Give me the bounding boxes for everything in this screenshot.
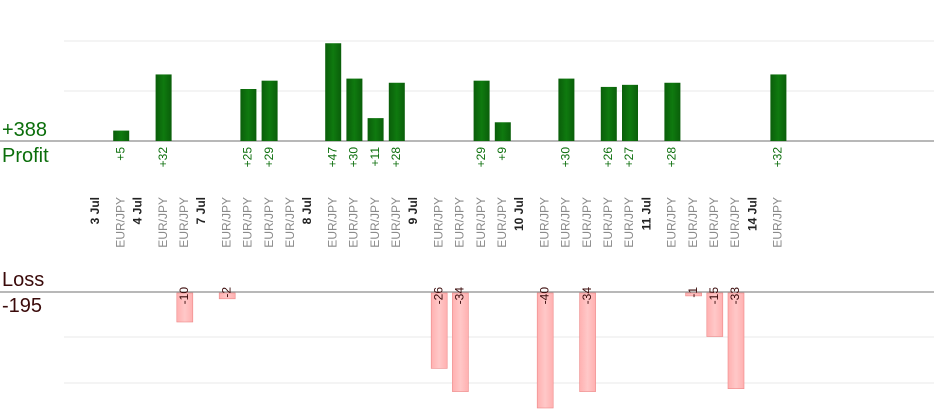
profit-value-label: +28 (389, 147, 403, 168)
pair-label: EUR/JPY (241, 197, 255, 248)
profit-bar (494, 122, 511, 141)
pair-label: EUR/JPY (262, 197, 276, 248)
profit-bar (261, 80, 278, 141)
pair-label: EUR/JPY (219, 197, 233, 248)
profit-bar (113, 130, 130, 141)
date-label: 14 Jul (745, 197, 759, 231)
pair-label: EUR/JPY (368, 197, 382, 248)
profit-value-label: +11 (368, 147, 382, 167)
pair-label: EUR/JPY (495, 197, 509, 248)
date-label: 9 Jul (406, 197, 420, 224)
profit-value-label: +9 (495, 147, 509, 161)
loss-value-label: -33 (728, 287, 742, 305)
profit-value-label: +30 (347, 147, 361, 168)
profit-bar (325, 43, 342, 141)
date-label: 11 Jul (639, 197, 653, 230)
profit-value-label: +47 (325, 147, 339, 168)
profit-value-label: +28 (665, 147, 679, 168)
pair-label: EUR/JPY (537, 197, 551, 248)
date-label: 4 Jul (131, 197, 145, 224)
profit-bar (388, 82, 405, 141)
profit-bar (240, 89, 257, 141)
profit-value-label: +26 (601, 147, 615, 168)
loss-value-label: -2 (219, 287, 233, 298)
profit-value-label: +27 (622, 147, 636, 168)
loss-value-label: -26 (431, 287, 445, 305)
profit-bar (155, 74, 172, 141)
pair-label: EUR/JPY (622, 197, 636, 248)
pair-label: EUR/JPY (686, 197, 700, 248)
date-label: 3 Jul (88, 197, 102, 224)
date-label: 10 Jul (512, 197, 526, 231)
pair-label: EUR/JPY (347, 197, 361, 248)
profit-bar (367, 118, 384, 141)
pair-label: EUR/JPY (389, 197, 403, 248)
loss-total: -195 (2, 295, 43, 317)
loss-bar (685, 292, 702, 297)
loss-bar (706, 292, 724, 337)
profit-value-label: +25 (241, 147, 255, 168)
profit-value-label: +32 (156, 147, 170, 168)
pair-label: EUR/JPY (559, 197, 573, 248)
pair-label: EUR/JPY (453, 197, 467, 248)
profit-label: Profit (2, 145, 49, 167)
loss-bar (430, 292, 448, 369)
loss-value-label: -10 (177, 287, 191, 305)
pair-label: EUR/JPY (771, 197, 785, 248)
pair-label: EUR/JPY (283, 197, 297, 248)
profit-value-label: +30 (559, 147, 573, 168)
profit-value-label: +29 (474, 147, 488, 168)
profit-bar (664, 82, 681, 141)
loss-value-label: -34 (453, 287, 467, 305)
loss-value-label: -1 (686, 287, 700, 298)
pair-label: EUR/JPY (728, 197, 742, 248)
profit-bar (558, 78, 575, 141)
pair-label: EUR/JPY (431, 197, 445, 248)
loss-bar (218, 292, 236, 300)
pair-label: EUR/JPY (665, 197, 679, 248)
loss-bar (452, 292, 469, 392)
pair-label: EUR/JPY (113, 197, 127, 248)
loss-bar (727, 292, 745, 389)
profit-bar (473, 80, 490, 141)
profit-bar (600, 86, 617, 141)
pair-label: EUR/JPY (707, 197, 721, 248)
loss-value-label: -40 (537, 287, 551, 305)
profit-total: +388 (2, 119, 48, 141)
loss-bar (579, 292, 596, 392)
loss-bar (536, 292, 554, 409)
profit-value-label: +5 (113, 147, 127, 161)
pair-label: EUR/JPY (474, 197, 488, 248)
profit-bar (622, 84, 638, 141)
profit-value-label: +29 (262, 147, 276, 168)
loss-label: Loss (2, 269, 45, 291)
pair-label: EUR/JPY (580, 197, 594, 248)
profit-value-label: +32 (771, 147, 785, 168)
date-label: 7 Jul (194, 197, 208, 224)
loss-value-label: -34 (580, 287, 594, 305)
date-label: 8 Jul (300, 197, 314, 224)
profit-bar (346, 78, 363, 141)
pair-label: EUR/JPY (601, 197, 615, 248)
profit-bar (770, 74, 787, 141)
pair-label: EUR/JPY (156, 197, 170, 248)
pair-label: EUR/JPY (325, 197, 339, 248)
loss-bar (176, 292, 194, 323)
pair-label: EUR/JPY (177, 197, 191, 248)
loss-value-label: -15 (707, 287, 721, 305)
